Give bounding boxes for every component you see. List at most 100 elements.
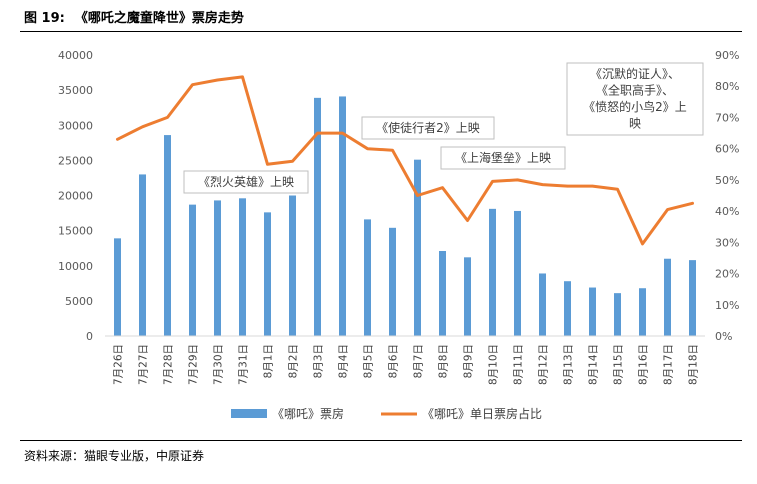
x-tick-label: 8月5日 <box>363 344 375 378</box>
share-point <box>541 183 544 186</box>
bar <box>539 273 546 336</box>
share-point <box>616 188 619 191</box>
bar <box>489 208 496 336</box>
bar <box>139 174 146 336</box>
x-tick-label: 8月6日 <box>388 344 400 378</box>
x-tick-label: 8月9日 <box>463 344 475 378</box>
box-office-chart: 0 5000 10000 15000 20000 25000 30000 35000 40000… <box>58 49 739 421</box>
share-point <box>266 163 269 166</box>
annotation-text: 《上海堡垒》上映 <box>455 150 551 165</box>
y-left-tick-label: 30000 <box>58 119 93 132</box>
y-right-tick-label: 10% <box>715 299 739 312</box>
x-tick-label: 7月31日 <box>238 344 250 385</box>
bar <box>239 198 246 336</box>
share-point <box>466 219 469 222</box>
y-left-tick-label: 35000 <box>58 84 93 97</box>
share-point <box>591 184 594 188</box>
share-point <box>216 78 219 82</box>
bar <box>664 258 671 336</box>
y-left-tick-label: 15000 <box>58 225 93 238</box>
y-right-tick-label: 30% <box>715 236 739 249</box>
x-tick-label: 8月15日 <box>613 344 625 385</box>
share-point <box>316 131 319 135</box>
annotation-text: 映 <box>629 117 641 131</box>
x-tick-label: 8月14日 <box>588 344 600 385</box>
bar <box>639 288 646 336</box>
y-left-tick-label: 20000 <box>58 190 93 203</box>
x-tick-label: 8月11日 <box>513 344 525 385</box>
bar <box>364 219 371 336</box>
annotation-text: 《沉默的证人》、 <box>590 66 680 81</box>
share-line <box>116 75 694 246</box>
bar <box>464 257 471 336</box>
bar <box>689 260 696 336</box>
bar <box>439 250 446 336</box>
y-left-tick-label: 0 <box>86 330 93 343</box>
figure-label: 图 19: <box>24 11 65 26</box>
x-tick-label: 8月18日 <box>688 344 700 385</box>
y-right-tick-label: 80% <box>715 80 739 93</box>
annotation-text: 《愤怒的小鸟2》上 <box>583 99 687 114</box>
x-tick-label: 8月16日 <box>638 344 650 385</box>
y-left-tick-label: 40000 <box>58 49 93 62</box>
y-right-tick-label: 40% <box>715 205 739 218</box>
top-rule <box>20 31 742 32</box>
legend-label-line: 《哪吒》单日票房占比 <box>422 406 542 421</box>
share-point <box>416 194 419 197</box>
y-right-tick-label: 70% <box>715 111 739 124</box>
y-left-tick-label: 25000 <box>58 154 93 167</box>
x-tick-label: 8月8日 <box>438 344 450 378</box>
annotation-text: 《使徒行者2》上映 <box>376 120 480 135</box>
bar <box>589 287 596 336</box>
y-left-tick-label: 5000 <box>65 295 93 308</box>
bar <box>114 238 121 336</box>
share-point <box>566 184 569 188</box>
y-right-tick-label: 90% <box>715 49 739 62</box>
bar <box>564 281 571 336</box>
share-point <box>141 125 144 129</box>
annotation-box <box>183 170 309 194</box>
annotation-box <box>566 62 704 136</box>
x-tick-label: 8月17日 <box>663 344 675 385</box>
bar <box>314 97 321 336</box>
y-right-tick-label: 20% <box>715 268 739 281</box>
x-tick-label: 8月10日 <box>488 344 500 385</box>
x-tick-label: 7月27日 <box>138 344 150 385</box>
bar <box>214 200 221 336</box>
x-tick-label: 8月7日 <box>413 344 425 378</box>
share-point <box>166 116 169 119</box>
y-right-tick-label: 60% <box>715 143 739 156</box>
x-tick-label: 8月13日 <box>563 344 575 385</box>
share-point <box>516 178 519 182</box>
x-tick-label: 7月29日 <box>188 344 200 385</box>
bar <box>339 96 346 336</box>
share-point <box>116 138 119 141</box>
legend-label-bar: 《哪吒》票房 <box>272 406 344 421</box>
share-point <box>191 83 194 86</box>
bar <box>289 195 296 336</box>
x-tick-label: 8月3日 <box>313 344 325 378</box>
annotation-box <box>440 146 566 170</box>
share-point <box>291 159 294 163</box>
x-tick-label: 7月26日 <box>113 344 125 385</box>
x-tick-label: 8月4日 <box>338 344 350 378</box>
bar <box>389 227 396 336</box>
share-point <box>691 202 694 205</box>
share-point <box>641 242 644 246</box>
share-point <box>341 131 344 135</box>
bar <box>414 159 421 336</box>
y-right-tick-label: 0% <box>715 330 732 343</box>
source-note: 资料来源：猫眼专业版，中原证券 <box>24 449 205 463</box>
legend-swatch-bar <box>231 409 267 418</box>
x-tick-label: 8月2日 <box>288 344 300 378</box>
share-point <box>366 147 369 150</box>
annotation-text: 《全职高手》、 <box>596 83 674 98</box>
x-tick-label: 8月1日 <box>263 344 275 378</box>
share-point <box>441 186 444 189</box>
bar <box>264 212 271 336</box>
figure-title-text: 《哪吒之魔童降世》票房走势 <box>74 11 244 26</box>
y-left-tick-label: 10000 <box>58 260 93 273</box>
share-point <box>241 75 244 79</box>
x-tick-label: 8月12日 <box>538 344 550 385</box>
bar <box>514 210 521 336</box>
